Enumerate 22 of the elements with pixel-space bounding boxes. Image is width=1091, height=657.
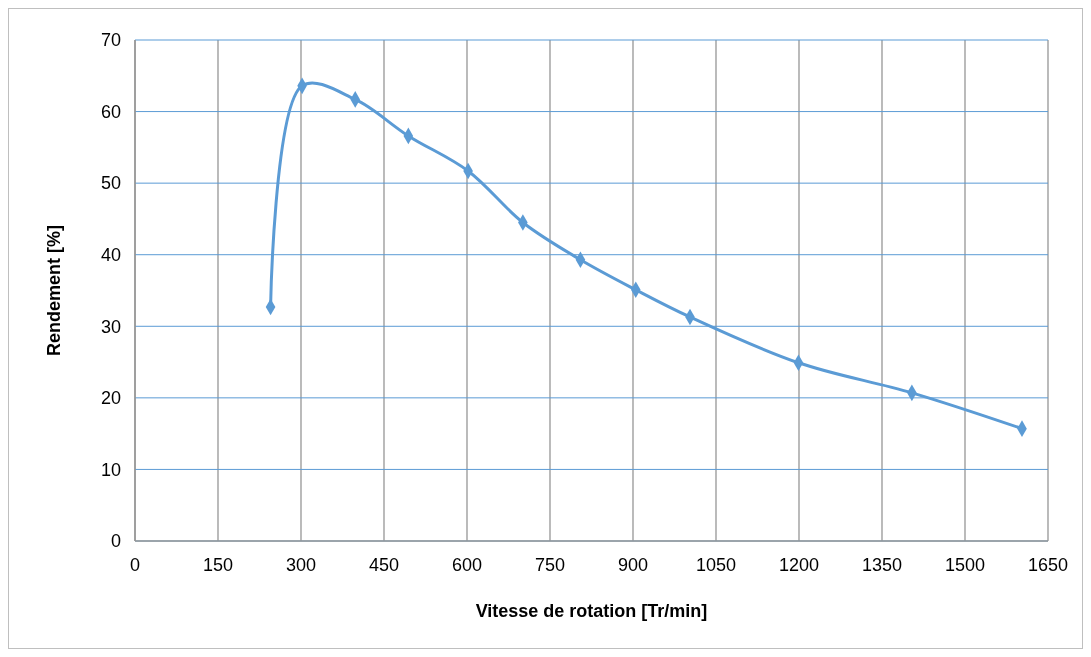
y-tick-label: 0 [110,531,121,552]
y-tick-label: 70 [100,30,121,51]
y-axis-title: Rendement [%] [44,224,64,357]
x-tick-label: 450 [368,555,400,575]
x-tick-label: 750 [534,555,566,575]
x-axis-title: Vitesse de rotation [Tr/min] [475,601,708,621]
y-tick-label: 20 [100,388,121,409]
x-tick-label: 150 [202,555,234,575]
x-tick-label: 300 [285,555,317,575]
x-tick-label: 1650 [1027,555,1069,575]
y-tick-label: 50 [100,173,121,194]
x-tick-label: 1050 [695,555,737,575]
x-tick-label: 1200 [778,555,820,575]
x-tick-label: 600 [451,555,483,575]
x-tick-label: 900 [617,555,649,575]
x-tick-label: 1350 [861,555,903,575]
y-tick-label: 60 [100,101,121,122]
y-tick-label: 40 [100,245,121,266]
y-tick-label: 10 [100,459,121,480]
y-tick-label: 30 [100,316,121,337]
x-tick-label: 1500 [944,555,986,575]
x-tick-label: 0 [129,555,141,575]
